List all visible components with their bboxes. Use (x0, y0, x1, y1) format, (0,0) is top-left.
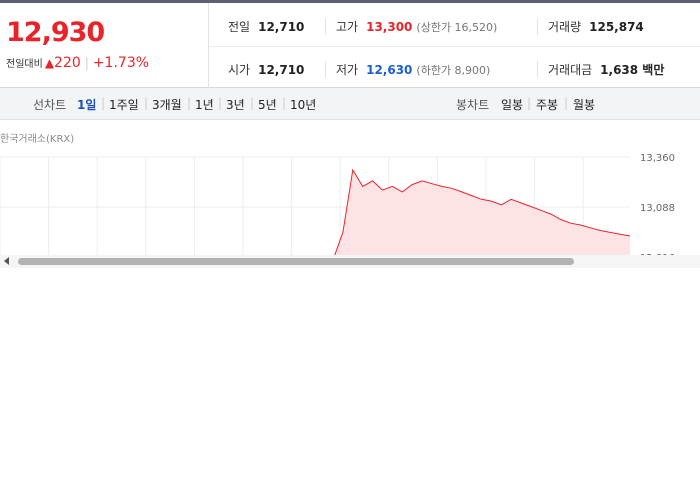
divider: | (564, 96, 569, 110)
period-tab[interactable]: 3개월 (152, 98, 182, 112)
up-icon: ▲ (44, 56, 55, 70)
chart: 13,360 13,088 12,816 (0, 153, 675, 255)
stat: 저가 12,630 (하한가 8,900) (325, 61, 490, 78)
period-tab[interactable]: 1주일 (109, 98, 139, 112)
divider: | (282, 96, 287, 110)
period-tab[interactable]: 10년 (290, 98, 317, 112)
quote-header: 12,930 전일대비 ▲220 | +1.73% 전일 12,710 고가 13,300(… (0, 0, 700, 88)
divider: | (144, 96, 149, 110)
stat-label: 시가 (228, 63, 251, 77)
stat-note: (상한가 16,520) (416, 21, 498, 34)
stat-label: 거래대금 (548, 63, 593, 77)
y-tick-label: 13,360 (640, 153, 675, 164)
period-tab[interactable]: 1년 (195, 98, 214, 112)
divider: | (250, 96, 255, 110)
stat: 전일 12,710 (228, 18, 304, 35)
y-tick-label: 12,816 (640, 253, 675, 255)
stat-note: (하한가 8,900) (416, 64, 491, 77)
divider: | (187, 96, 192, 110)
stat-value: 12,710 (258, 63, 305, 77)
stat: 거래량 125,874 (537, 18, 644, 35)
stat-label: 고가 (336, 20, 359, 34)
change-label: 전일대비 (6, 59, 43, 70)
scrollbar[interactable] (0, 255, 700, 268)
line-chart-label: 선차트 (33, 98, 67, 112)
period-tab[interactable]: 1일 (77, 98, 97, 112)
stat-value: 125,874 (589, 20, 644, 34)
price: 12,930 (6, 17, 105, 48)
change-value: 220 (54, 55, 81, 71)
stat: 시가 12,710 (228, 61, 304, 78)
stat-label: 거래량 (548, 20, 582, 34)
y-tick-label: 13,088 (640, 203, 675, 214)
divider: | (101, 96, 106, 110)
candle-chart-label: 봉차트 (456, 98, 490, 112)
stat-value: 12,710 (258, 20, 305, 34)
scroll-thumb[interactable] (18, 258, 574, 265)
divider: | (218, 96, 223, 110)
change: 전일대비 ▲220 | +1.73% (6, 55, 150, 71)
toolbar: 선차트 1일 1주일 | 3개월 | 1년 | 3년 | 5년 | 10년 | 봉차트 일봉 주봉 | 월봉 | (0, 88, 700, 120)
candle-tab[interactable]: 일봉 (501, 98, 524, 112)
stat-value: 12,630 (366, 63, 413, 77)
stat-value: 13,300 (366, 20, 413, 34)
stat: 고가 13,300 (상한가 16,520) (325, 18, 497, 35)
price-line (334, 168, 631, 255)
stat-label: 전일 (228, 20, 251, 34)
period-tab[interactable]: 3년 (226, 98, 245, 112)
change-pct: +1.73% (92, 55, 150, 71)
stat-label: 저가 (336, 63, 359, 77)
stat-value: 1,638 백만 (600, 63, 665, 77)
divider: | (527, 96, 532, 110)
candle-tab[interactable]: 주봉 (536, 98, 559, 112)
stat: 거래대금 1,638 백만 (537, 61, 664, 78)
source: 한국거래소(KRX) (0, 134, 75, 145)
quote-box: 12,930 전일대비 ▲220 | +1.73% (0, 3, 209, 88)
price-area (334, 169, 630, 255)
candle-tab[interactable]: 월봉 (573, 98, 596, 112)
period-tab[interactable]: 5년 (258, 98, 277, 112)
